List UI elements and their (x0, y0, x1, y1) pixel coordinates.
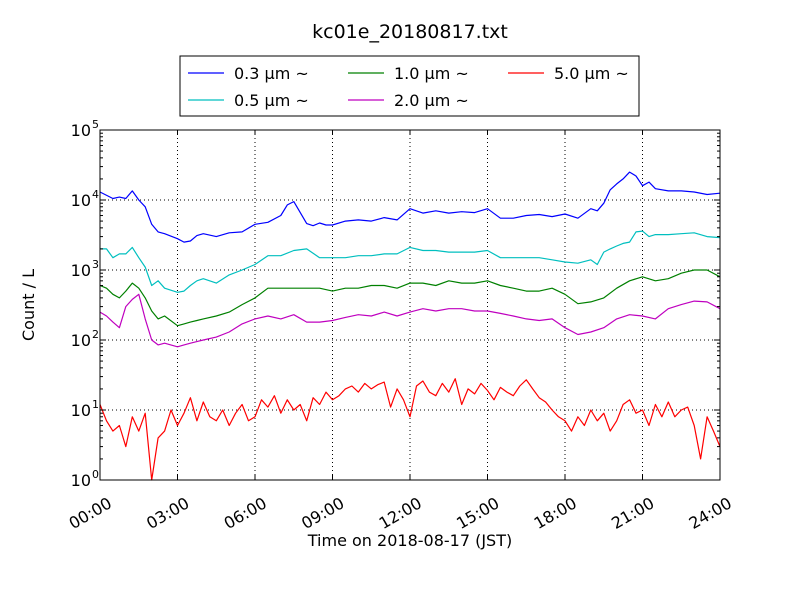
y-tick-base: 10 (71, 191, 91, 210)
legend-label: 0.3 μm ~ (234, 64, 309, 83)
y-tick-exponent: 0 (92, 468, 99, 481)
y-tick-exponent: 3 (92, 258, 99, 271)
y-tick-exponent: 5 (92, 118, 99, 131)
y-tick-exponent: 1 (92, 398, 99, 411)
legend-item: 5.0 μm ~ (508, 64, 629, 83)
y-tick-exponent: 2 (92, 328, 99, 341)
x-axis-label: Time on 2018-08-17 (JST) (307, 531, 512, 550)
legend-item: 0.3 μm ~ (188, 64, 309, 83)
y-tick-label: 10 0 (71, 468, 99, 490)
y-tick-label: 10 3 (71, 258, 99, 280)
y-tick-exponent: 4 (92, 188, 99, 201)
chart-title: kc01e_20180817.txt (312, 21, 508, 43)
series-layer (99, 171, 721, 481)
series-line-2 (99, 269, 721, 327)
y-tick-base: 10 (71, 331, 91, 350)
y-tick-label: 10 4 (71, 188, 99, 210)
y-tick-label: 10 5 (71, 118, 99, 140)
grid (100, 130, 720, 480)
ticks (99, 129, 721, 481)
legend-item: 0.5 μm ~ (188, 91, 309, 110)
legend-label: 1.0 μm ~ (394, 64, 469, 83)
legend-item: 1.0 μm ~ (348, 64, 469, 83)
legend-item: 2.0 μm ~ (348, 91, 469, 110)
series-line-3 (99, 293, 721, 348)
series-line-0 (99, 171, 721, 243)
y-tick-base: 10 (71, 261, 91, 280)
y-tick-base: 10 (71, 401, 91, 420)
legend-label: 5.0 μm ~ (554, 64, 629, 83)
legend: 0.3 μm ~ 0.5 μm ~ 1.0 μm ~ 2.0 μm ~ 5.0 μm ~ (179, 55, 640, 117)
y-tick-label: 10 2 (71, 328, 99, 350)
series-line-1 (100, 230, 721, 293)
y-tick-base: 10 (71, 471, 91, 490)
y-tick-label: 10 1 (71, 398, 99, 420)
legend-label: 2.0 μm ~ (394, 91, 469, 110)
y-axis-label: Count / L (19, 269, 38, 341)
legend-box (179, 55, 640, 117)
legend-label: 0.5 μm ~ (234, 91, 309, 110)
series-line-4 (99, 378, 721, 481)
y-tick-base: 10 (71, 121, 91, 140)
